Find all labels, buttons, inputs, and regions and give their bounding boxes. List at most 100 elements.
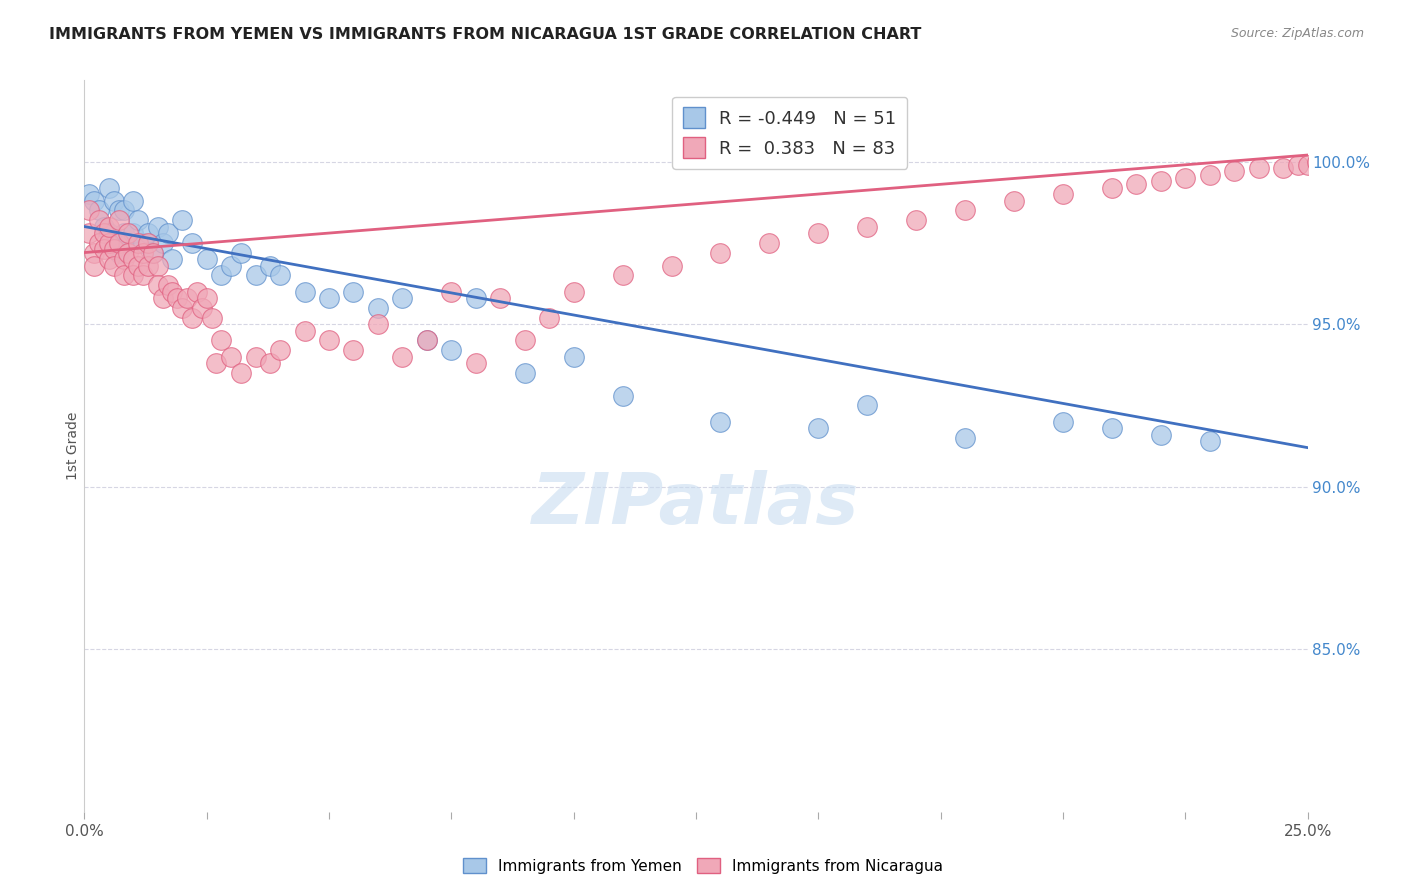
Point — [440, 285, 463, 299]
Point — [107, 203, 129, 218]
Point — [342, 343, 364, 357]
Point — [294, 324, 316, 338]
Point — [1198, 434, 1220, 449]
Point — [87, 203, 110, 218]
Point — [93, 226, 115, 240]
Point — [416, 334, 439, 348]
Point — [146, 278, 169, 293]
Y-axis label: 1st Grade: 1st Grade — [66, 412, 80, 480]
Point — [489, 291, 512, 305]
Point — [245, 350, 267, 364]
Point — [172, 301, 194, 315]
Point — [1306, 154, 1329, 169]
Point — [367, 317, 389, 331]
Point — [1101, 421, 1123, 435]
Text: Source: ZipAtlas.com: Source: ZipAtlas.com — [1230, 27, 1364, 40]
Point — [107, 245, 129, 260]
Point — [318, 291, 340, 305]
Point — [612, 389, 634, 403]
Point — [122, 194, 145, 208]
Point — [1296, 158, 1319, 172]
Point — [132, 235, 155, 250]
Point — [87, 235, 110, 250]
Point — [103, 194, 125, 208]
Point — [136, 235, 159, 250]
Point — [464, 356, 486, 370]
Point — [156, 278, 179, 293]
Point — [112, 268, 135, 283]
Point — [172, 213, 194, 227]
Point — [107, 213, 129, 227]
Point — [181, 235, 204, 250]
Point — [156, 226, 179, 240]
Point — [77, 226, 100, 240]
Point — [117, 226, 139, 240]
Legend: Immigrants from Yemen, Immigrants from Nicaragua: Immigrants from Yemen, Immigrants from N… — [457, 852, 949, 880]
Point — [117, 235, 139, 250]
Point — [162, 252, 184, 266]
Point — [709, 245, 731, 260]
Point — [200, 310, 222, 325]
Point — [93, 219, 115, 234]
Point — [1272, 161, 1295, 175]
Point — [93, 243, 115, 257]
Point — [953, 203, 976, 218]
Point — [229, 245, 252, 260]
Point — [77, 203, 100, 218]
Point — [1198, 168, 1220, 182]
Point — [259, 259, 281, 273]
Point — [176, 291, 198, 305]
Point — [112, 252, 135, 266]
Point — [758, 235, 780, 250]
Point — [391, 291, 413, 305]
Point — [538, 310, 561, 325]
Point — [112, 226, 135, 240]
Point — [318, 334, 340, 348]
Point — [856, 398, 879, 412]
Point — [83, 259, 105, 273]
Point — [1002, 194, 1025, 208]
Point — [97, 235, 120, 250]
Point — [245, 268, 267, 283]
Text: ZIPatlas: ZIPatlas — [533, 470, 859, 539]
Point — [905, 213, 928, 227]
Point — [807, 421, 830, 435]
Point — [152, 291, 174, 305]
Point — [1223, 164, 1246, 178]
Point — [562, 285, 585, 299]
Point — [107, 235, 129, 250]
Point — [661, 259, 683, 273]
Point — [136, 226, 159, 240]
Point — [122, 226, 145, 240]
Point — [1052, 415, 1074, 429]
Point — [1286, 158, 1309, 172]
Point — [219, 350, 242, 364]
Point — [205, 356, 228, 370]
Point — [127, 213, 149, 227]
Point — [195, 291, 218, 305]
Point — [513, 366, 536, 380]
Point — [1320, 154, 1343, 169]
Point — [127, 259, 149, 273]
Point — [103, 235, 125, 250]
Point — [367, 301, 389, 315]
Point — [219, 259, 242, 273]
Point — [97, 180, 120, 194]
Point — [209, 268, 232, 283]
Point — [83, 245, 105, 260]
Point — [209, 334, 232, 348]
Point — [186, 285, 208, 299]
Point — [127, 235, 149, 250]
Point — [1150, 174, 1173, 188]
Text: IMMIGRANTS FROM YEMEN VS IMMIGRANTS FROM NICARAGUA 1ST GRADE CORRELATION CHART: IMMIGRANTS FROM YEMEN VS IMMIGRANTS FROM… — [49, 27, 921, 42]
Point — [612, 268, 634, 283]
Point — [440, 343, 463, 357]
Point — [146, 219, 169, 234]
Point — [103, 243, 125, 257]
Point — [97, 226, 120, 240]
Point — [132, 245, 155, 260]
Point — [146, 259, 169, 273]
Point — [856, 219, 879, 234]
Point — [1052, 187, 1074, 202]
Point — [1101, 180, 1123, 194]
